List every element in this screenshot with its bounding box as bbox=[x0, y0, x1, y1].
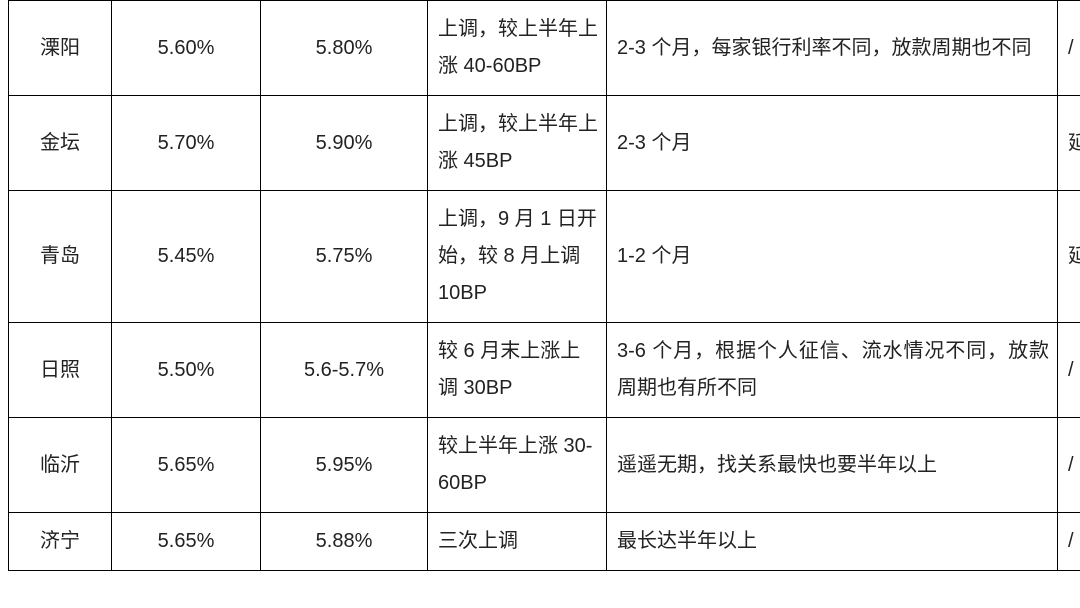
cell-rate2: 5.6-5.7% bbox=[261, 323, 428, 418]
cell-rate2: 5.88% bbox=[261, 513, 428, 571]
rates-table: 溧阳5.60%5.80%上调，较上半年上涨 40-60BP2-3 个月，每家银行… bbox=[8, 0, 1080, 571]
cell-rate1: 5.65% bbox=[112, 513, 261, 571]
cell-rate2: 5.95% bbox=[261, 418, 428, 513]
cell-note: 遥遥无期，找关系最快也要半年以上 bbox=[607, 418, 1058, 513]
cell-rate1: 5.50% bbox=[112, 323, 261, 418]
cell-rate1: 5.70% bbox=[112, 96, 261, 191]
cell-note: 2-3 个月 bbox=[607, 96, 1058, 191]
cell-adj: 上调，较上半年上涨 45BP bbox=[428, 96, 607, 191]
table-row: 溧阳5.60%5.80%上调，较上半年上涨 40-60BP2-3 个月，每家银行… bbox=[9, 1, 1080, 96]
cell-rate2: 5.80% bbox=[261, 1, 428, 96]
cell-rate1: 5.60% bbox=[112, 1, 261, 96]
cell-rate2: 5.90% bbox=[261, 96, 428, 191]
cell-city: 青岛 bbox=[9, 191, 112, 323]
cell-rate2: 5.75% bbox=[261, 191, 428, 323]
cell-note: 3-6 个月，根据个人征信、流水情况不同，放款周期也有所不同 bbox=[607, 323, 1058, 418]
cell-city: 日照 bbox=[9, 323, 112, 418]
table-row: 金坛5.70%5.90%上调，较上半年上涨 45BP2-3 个月延长 bbox=[9, 96, 1080, 191]
table-row: 日照5.50%5.6-5.7%较 6 月末上涨上调 30BP3-6 个月，根据个… bbox=[9, 323, 1080, 418]
rates-table-body: 溧阳5.60%5.80%上调，较上半年上涨 40-60BP2-3 个月，每家银行… bbox=[9, 1, 1080, 571]
cell-note: 1-2 个月 bbox=[607, 191, 1058, 323]
table-row: 青岛5.45%5.75%上调，9 月 1 日开始，较 8 月上调 10BP1-2… bbox=[9, 191, 1080, 323]
cell-adj: 上调，9 月 1 日开始，较 8 月上调 10BP bbox=[428, 191, 607, 323]
cell-adj: 三次上调 bbox=[428, 513, 607, 571]
cell-city: 溧阳 bbox=[9, 1, 112, 96]
cell-note: 最长达半年以上 bbox=[607, 513, 1058, 571]
cell-note: 2-3 个月，每家银行利率不同，放款周期也不同 bbox=[607, 1, 1058, 96]
cell-ext: / bbox=[1058, 1, 1080, 96]
cell-ext: 延长 bbox=[1058, 96, 1080, 191]
cell-adj: 较上半年上涨 30-60BP bbox=[428, 418, 607, 513]
cell-ext: / bbox=[1058, 323, 1080, 418]
cell-city: 济宁 bbox=[9, 513, 112, 571]
cell-city: 临沂 bbox=[9, 418, 112, 513]
cell-adj: 上调，较上半年上涨 40-60BP bbox=[428, 1, 607, 96]
table-row: 济宁5.65%5.88%三次上调最长达半年以上/ bbox=[9, 513, 1080, 571]
cell-ext: / bbox=[1058, 418, 1080, 513]
cell-rate1: 5.65% bbox=[112, 418, 261, 513]
cell-ext: / bbox=[1058, 513, 1080, 571]
table-row: 临沂5.65%5.95%较上半年上涨 30-60BP遥遥无期，找关系最快也要半年… bbox=[9, 418, 1080, 513]
page-root: 溧阳5.60%5.80%上调，较上半年上涨 40-60BP2-3 个月，每家银行… bbox=[0, 0, 1080, 608]
cell-adj: 较 6 月末上涨上调 30BP bbox=[428, 323, 607, 418]
cell-rate1: 5.45% bbox=[112, 191, 261, 323]
cell-ext: 延长 bbox=[1058, 191, 1080, 323]
cell-city: 金坛 bbox=[9, 96, 112, 191]
